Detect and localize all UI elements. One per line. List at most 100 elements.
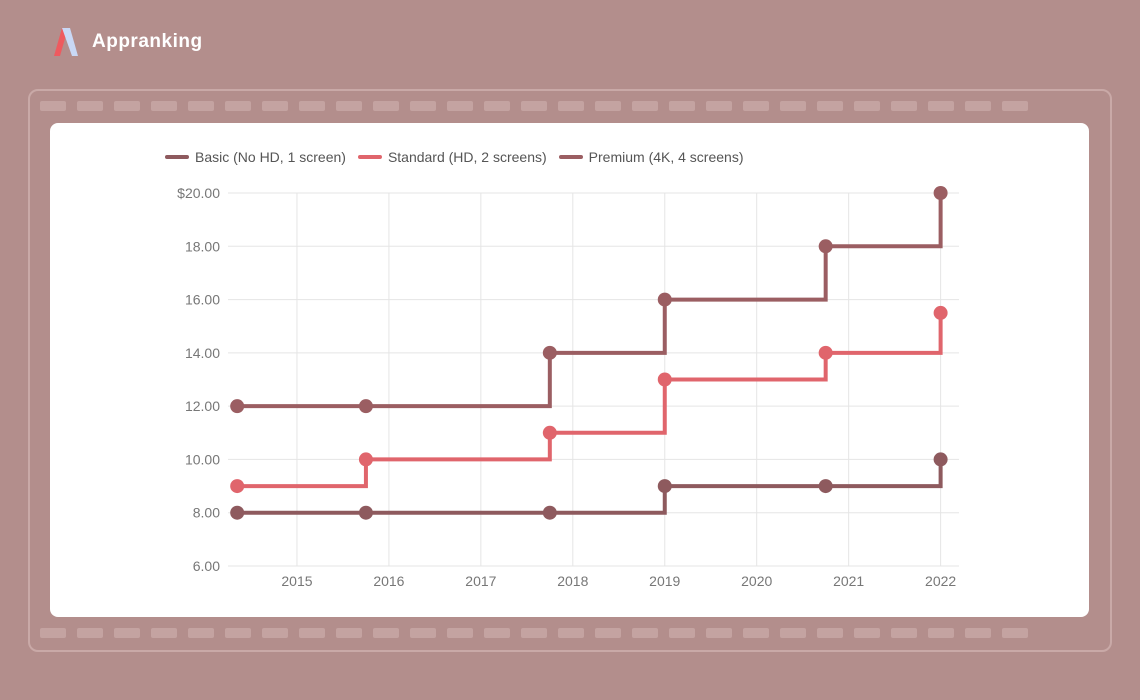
film-hole — [965, 628, 991, 638]
data-point — [230, 479, 245, 494]
film-hole — [225, 101, 251, 111]
decorative-frame — [28, 89, 1112, 652]
film-hole — [373, 101, 399, 111]
y-tick-label: $20.00 — [177, 185, 220, 201]
film-hole — [706, 628, 732, 638]
film-hole — [780, 628, 806, 638]
data-point — [657, 372, 672, 387]
series-line-1 — [237, 312, 943, 489]
film-hole — [447, 101, 473, 111]
film-hole — [410, 628, 436, 638]
x-tick-label: 2018 — [557, 573, 588, 589]
film-hole — [114, 101, 140, 111]
legend-item[interactable]: Standard (HD, 2 screens) — [357, 149, 547, 165]
legend-swatch — [357, 155, 382, 159]
legend-item[interactable]: Basic (No HD, 1 screen) — [165, 149, 346, 165]
film-hole — [743, 628, 769, 638]
x-tick-label: 2017 — [465, 573, 496, 589]
legend-label: Premium (4K, 4 screens) — [588, 149, 744, 165]
film-hole — [40, 101, 66, 111]
film-hole — [299, 628, 325, 638]
legend-item[interactable]: Premium (4K, 4 screens) — [558, 149, 744, 165]
film-hole — [484, 101, 510, 111]
film-hole — [188, 101, 214, 111]
film-hole — [521, 628, 547, 638]
data-point — [657, 479, 672, 494]
film-hole — [632, 628, 658, 638]
film-hole — [484, 628, 510, 638]
brand: Appranking — [50, 26, 203, 58]
film-hole — [40, 628, 66, 638]
film-hole — [854, 101, 880, 111]
film-hole — [558, 101, 584, 111]
film-hole — [965, 101, 991, 111]
film-hole — [743, 101, 769, 111]
x-tick-label: 2015 — [281, 573, 312, 589]
data-point — [933, 305, 948, 320]
film-hole — [262, 101, 288, 111]
film-hole — [77, 628, 103, 638]
series-line-2 — [237, 193, 943, 409]
data-point — [818, 479, 833, 494]
film-hole — [632, 101, 658, 111]
data-point — [358, 399, 373, 414]
legend-swatch — [558, 155, 583, 159]
chart-legend: Basic (No HD, 1 screen) Standard (HD, 2 s… — [165, 149, 744, 165]
legend-label: Standard (HD, 2 screens) — [387, 149, 547, 165]
brand-name: Appranking — [92, 31, 203, 52]
film-hole — [225, 628, 251, 638]
film-hole — [928, 101, 954, 111]
film-hole — [447, 628, 473, 638]
film-strip-bottom — [40, 628, 1028, 638]
film-hole — [151, 628, 177, 638]
film-hole — [669, 628, 695, 638]
data-point — [933, 452, 948, 467]
x-tick-label: 2020 — [741, 573, 772, 589]
data-point — [818, 345, 833, 360]
data-point — [542, 425, 557, 440]
film-hole — [77, 101, 103, 111]
y-tick-label: 16.00 — [185, 292, 220, 308]
film-hole — [114, 628, 140, 638]
film-hole — [817, 101, 843, 111]
series-line-0 — [237, 459, 943, 515]
film-hole — [262, 628, 288, 638]
film-hole — [706, 101, 732, 111]
data-point — [358, 452, 373, 467]
y-tick-label: 18.00 — [185, 238, 220, 254]
film-hole — [595, 101, 621, 111]
x-tick-label: 2022 — [925, 573, 956, 589]
film-hole — [151, 101, 177, 111]
appranking-logo-icon — [54, 28, 78, 56]
film-hole — [669, 101, 695, 111]
film-hole — [410, 101, 436, 111]
x-tick-label: 2016 — [373, 573, 404, 589]
y-tick-label: 10.00 — [185, 451, 220, 467]
data-point — [230, 505, 245, 520]
film-hole — [521, 101, 547, 111]
film-hole — [558, 628, 584, 638]
chart-card: Basic (No HD, 1 screen) Standard (HD, 2 s… — [50, 123, 1089, 617]
y-tick-label: 6.00 — [193, 558, 220, 574]
film-strip-top — [40, 101, 1028, 111]
data-point — [657, 292, 672, 307]
film-hole — [299, 101, 325, 111]
film-hole — [336, 628, 362, 638]
legend-label: Basic (No HD, 1 screen) — [195, 149, 346, 165]
chart-plot: $20.00 18.00 16.00 14.00 12.00 10.00 8.00 6.00 2… — [177, 185, 959, 589]
film-hole — [891, 101, 917, 111]
y-tick-label: 12.00 — [185, 398, 220, 414]
film-hole — [817, 628, 843, 638]
film-hole — [336, 101, 362, 111]
film-hole — [780, 101, 806, 111]
film-hole — [1002, 628, 1028, 638]
data-point — [933, 186, 948, 200]
film-hole — [928, 628, 954, 638]
y-tick-label: 14.00 — [185, 345, 220, 361]
x-tick-label: 2019 — [649, 573, 680, 589]
film-hole — [1002, 101, 1028, 111]
data-point — [230, 399, 245, 414]
y-tick-label: 8.00 — [193, 505, 220, 521]
data-point — [358, 505, 373, 520]
legend-swatch — [165, 155, 189, 159]
